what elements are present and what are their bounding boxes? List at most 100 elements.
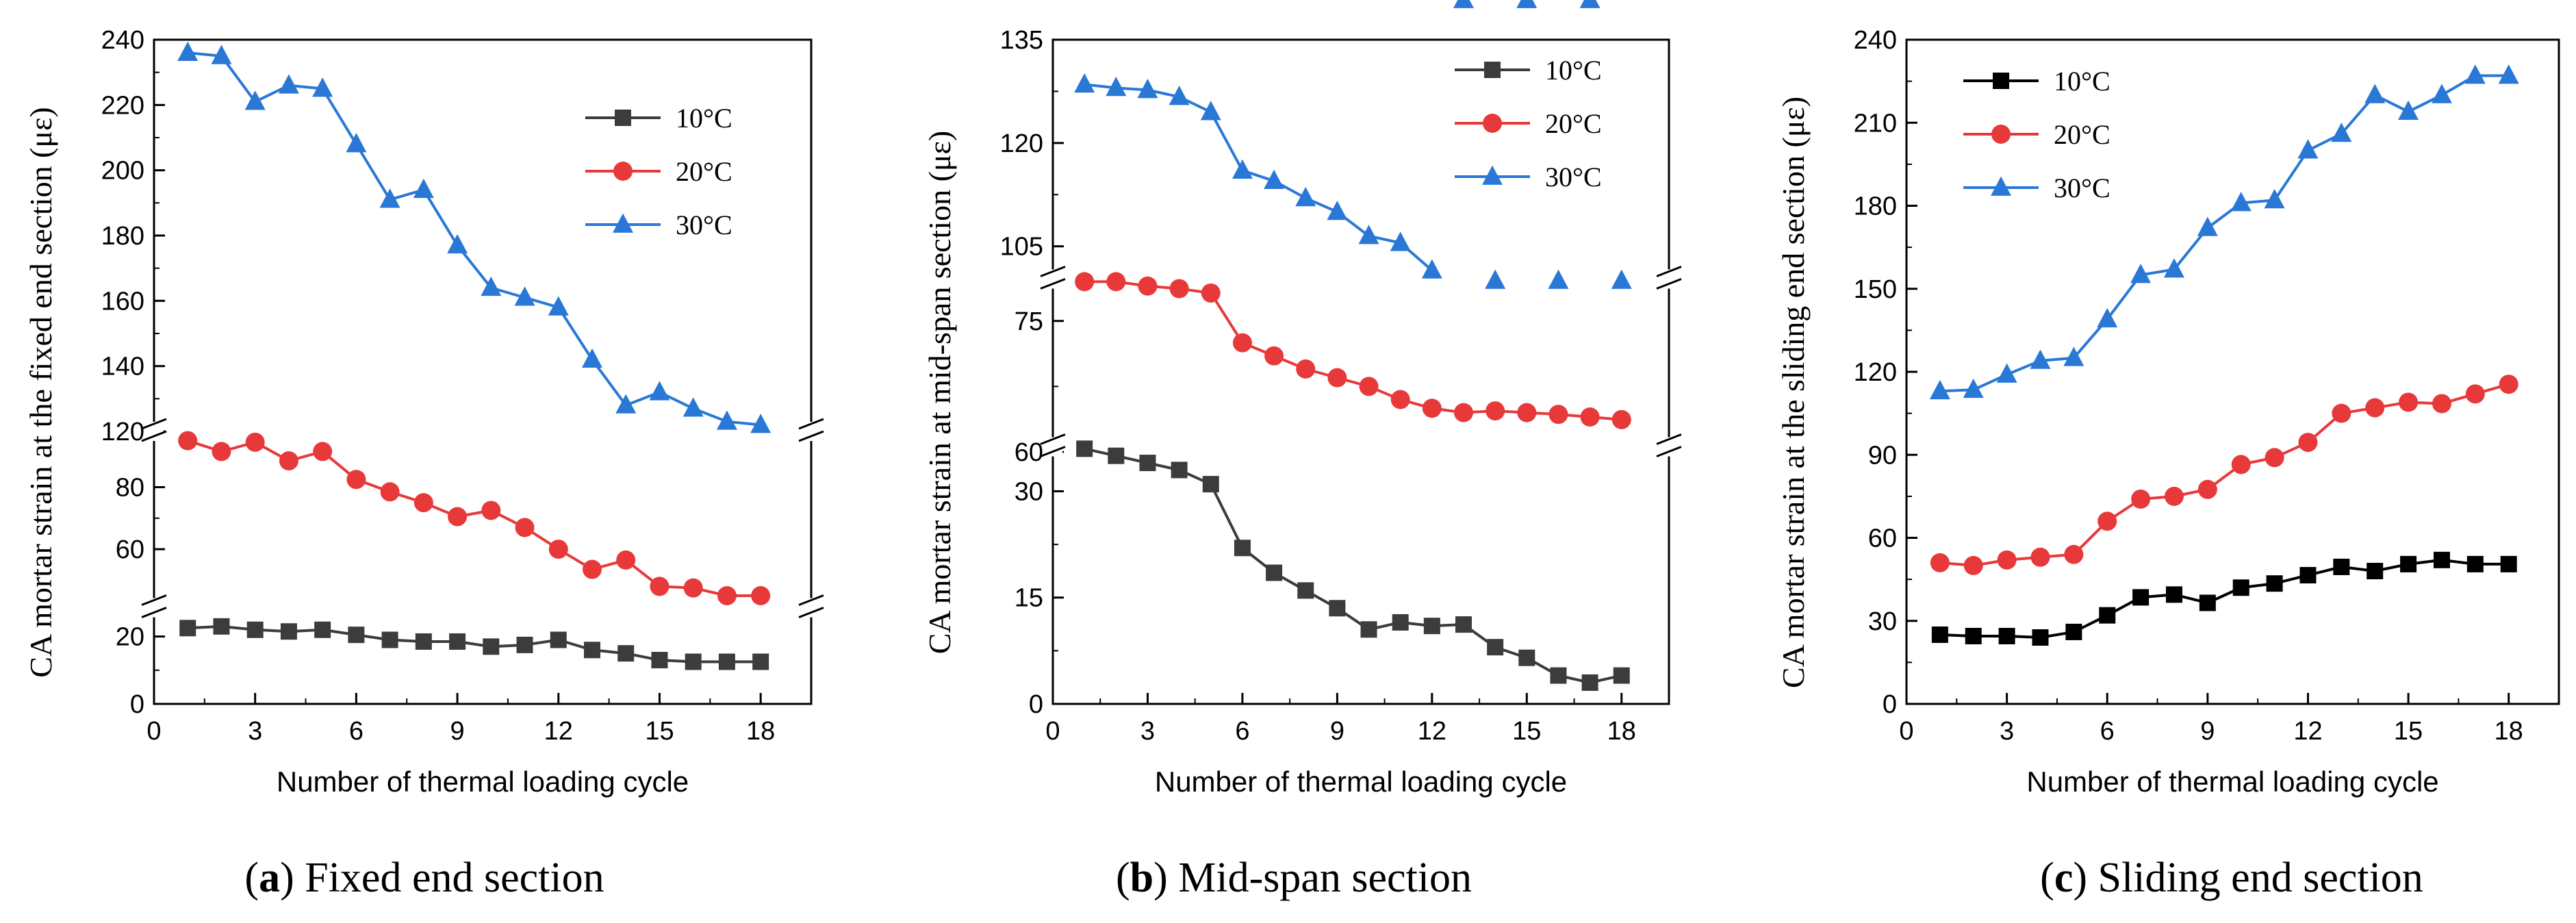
x-tick-label: 6: [1235, 717, 1249, 746]
x-axis-title: Number of thermal loading cycle: [2026, 766, 2438, 798]
y-tick-label: 105: [1000, 233, 1043, 262]
panel-b-mid-span: 0 3 6 9 12 15 18 0 15 30 60 75 105 120 135 10°C 20°C 30°C…: [922, 0, 1682, 901]
axis-break-right-stroke-1: [1656, 433, 1682, 445]
data-point: [1232, 333, 1252, 353]
caption-open: (: [1116, 855, 1130, 901]
data-point: [1611, 269, 1632, 289]
data-point: [1264, 169, 1285, 190]
data-point: [1390, 231, 1411, 251]
series-10C: [179, 618, 769, 670]
data-point: [1518, 649, 1535, 666]
axis-break-left-stroke-2: [141, 607, 167, 618]
x-tick-label: 12: [1418, 717, 1446, 746]
data-point: [516, 636, 533, 653]
data-point: [1423, 618, 1440, 635]
data-point: [1516, 0, 1538, 8]
legend-marker: [1484, 62, 1501, 78]
axis-break-left-stroke-1: [1040, 433, 1066, 445]
data-point: [213, 618, 230, 635]
legend-marker: [1483, 114, 1502, 133]
data-point: [1996, 363, 2017, 383]
y-tick-label: 20: [116, 623, 144, 652]
y-tick-label: 60: [116, 535, 144, 564]
series-line: [1084, 447, 1622, 684]
data-point: [448, 507, 468, 527]
data-point: [2131, 489, 2151, 509]
x-tick-label: 18: [746, 717, 775, 746]
data-point: [1075, 272, 1095, 292]
x-tick-label: 6: [349, 717, 364, 746]
data-point: [1169, 279, 1189, 299]
caption-letter: a: [259, 855, 280, 901]
data-point: [616, 550, 636, 570]
y-tick-label: 240: [1854, 26, 1897, 55]
y-tick-label: 60: [1015, 438, 1043, 467]
data-point: [752, 653, 769, 670]
x-tick-label: 15: [1512, 717, 1541, 746]
data-point: [2498, 64, 2519, 84]
data-point: [1106, 272, 1126, 292]
series-line: [187, 439, 761, 597]
data-point: [1264, 346, 1284, 366]
legend-marker: [615, 110, 631, 126]
data-point: [718, 653, 735, 670]
data-point: [2230, 192, 2252, 212]
data-point: [2030, 547, 2050, 567]
data-point: [2298, 433, 2318, 453]
data-point: [2399, 392, 2419, 412]
data-point: [583, 559, 602, 579]
data-point: [313, 442, 333, 462]
data-point: [550, 631, 567, 648]
data-point: [348, 627, 365, 644]
data-point: [246, 621, 264, 638]
data-point: [548, 296, 569, 316]
axis-break-right-stroke-2: [1656, 446, 1682, 457]
data-point: [515, 518, 535, 538]
data-point: [2500, 555, 2517, 572]
data-point: [750, 414, 771, 433]
axis-break-right-stroke-1: [1656, 266, 1682, 277]
axis-break-left-stroke-2: [141, 430, 167, 442]
data-point: [1580, 407, 1600, 427]
y-tick-label: 160: [101, 287, 144, 316]
data-point: [514, 286, 535, 306]
caption-text: Sliding end section: [2087, 855, 2423, 901]
data-point: [1487, 639, 1504, 656]
y-tick-label: 150: [1854, 275, 1897, 304]
data-point: [211, 45, 232, 64]
x-tick-label: 12: [544, 717, 573, 746]
y-tick-label: 240: [101, 26, 144, 55]
data-point: [1454, 403, 1473, 422]
data-point: [751, 586, 771, 605]
x-tick-label: 0: [1899, 717, 1913, 746]
data-point: [582, 348, 602, 368]
data-point: [278, 74, 299, 94]
data-point: [1421, 259, 1442, 279]
data-point: [1137, 79, 1158, 99]
caption-text: Mid-span section: [1168, 855, 1472, 901]
data-point: [2265, 448, 2284, 468]
data-point: [1138, 276, 1158, 296]
data-point: [1998, 627, 2015, 644]
data-point: [2466, 555, 2484, 572]
data-point: [346, 133, 367, 153]
caption-close: ): [1153, 855, 1168, 901]
x-tick-label: 3: [1140, 717, 1155, 746]
axis-break-left-stroke-2: [1040, 446, 1066, 457]
x-tick-label: 3: [248, 717, 262, 746]
data-point: [415, 633, 432, 650]
series-line: [1084, 280, 1622, 421]
data-point: [1581, 674, 1598, 691]
data-point: [2231, 455, 2251, 475]
data-point: [1611, 409, 1631, 429]
series-line: [188, 51, 761, 427]
data-point: [1295, 186, 1316, 207]
caption-open: (: [244, 855, 259, 901]
axis-break-left-stroke-1: [141, 418, 167, 430]
legend-marker: [1991, 176, 2011, 196]
data-point: [1550, 667, 1567, 684]
data-point: [2232, 579, 2249, 596]
y-axis-title: CA mortar strain at the sliding end sect…: [1776, 97, 1811, 688]
legend-label: 30°C: [2054, 173, 2110, 203]
